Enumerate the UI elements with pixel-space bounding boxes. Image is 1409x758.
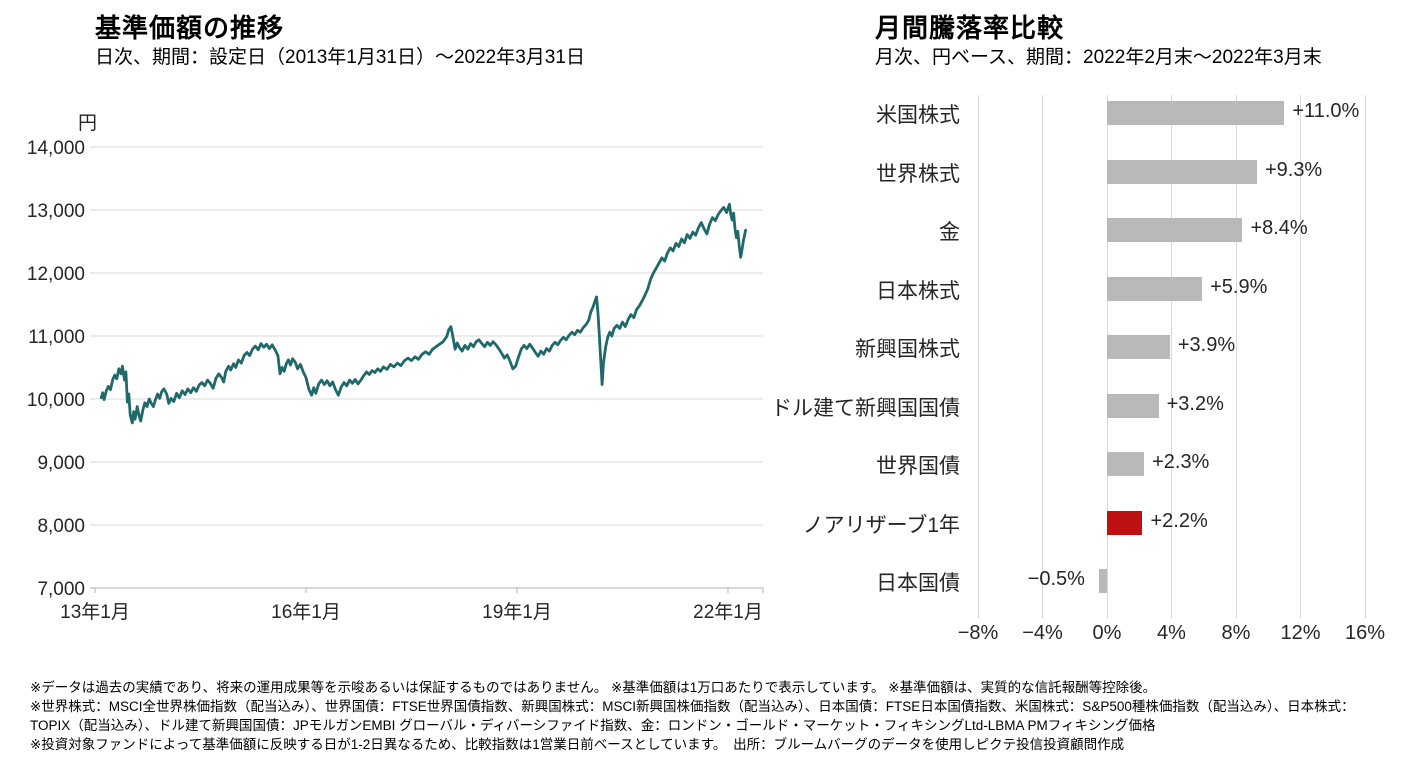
- bar-x-tick-label: 4%: [1157, 622, 1186, 644]
- bar-value-label: +3.9%: [1177, 334, 1236, 356]
- bar-category-label: 世界国債: [876, 455, 960, 478]
- bar-x-tick-label: 12%: [1280, 622, 1321, 644]
- bar-chart-subtitle: 月次、円ベース、期間：2022年2月末～2022年3月末: [875, 47, 1322, 68]
- bar-chart-title: 月間騰落率比較: [875, 13, 1065, 43]
- gridline-x: [1042, 95, 1043, 618]
- bar: [1098, 569, 1107, 593]
- x-tick-label: 22年1月: [693, 601, 763, 623]
- bar-x-tick-label: −4%: [1022, 622, 1063, 644]
- x-tick-label: 19年1月: [482, 601, 552, 623]
- bar: [1107, 335, 1170, 359]
- bar-category-label: 新興国株式: [855, 338, 960, 361]
- bar-value-label: −0.5%: [1027, 568, 1085, 590]
- bar-category-label: 日本株式: [876, 279, 960, 303]
- y-tick-label: 12,000: [27, 264, 85, 285]
- bar-category-label: ノアリザーブ1年: [802, 513, 960, 537]
- bar-category-label: 金: [939, 221, 960, 244]
- footnote-line-4: ※投資対象ファンドによって基準価額に反映する日が1-2日異なるため、比較指数は1…: [30, 737, 1125, 752]
- bar-value-label: +9.3%: [1264, 158, 1323, 181]
- bar-highlight: [1107, 510, 1143, 535]
- y-tick-label: 11,000: [28, 327, 85, 348]
- bar-x-tick-label: 0%: [1092, 622, 1122, 644]
- x-tick-label: 16年1月: [271, 601, 341, 623]
- bar: [1107, 101, 1285, 125]
- bar: [1107, 393, 1159, 418]
- bar: [1107, 276, 1203, 301]
- bar-category-label: 日本国債: [876, 572, 960, 595]
- bar-x-tick-label: −8%: [957, 622, 999, 644]
- y-axis-unit-label: 円: [78, 113, 97, 134]
- footnote-line-2: ※世界株式：MSCI全世界株価指数（配当込み）、世界国債：FTSE世界国債指数、…: [30, 699, 1355, 714]
- bar: [1107, 159, 1257, 184]
- bar: [1107, 452, 1145, 476]
- bar-value-label: +8.4%: [1250, 217, 1308, 239]
- bar-x-tick-label: 16%: [1344, 622, 1386, 644]
- bar: [1107, 218, 1243, 242]
- gridline-x: [1235, 95, 1237, 618]
- bar-value-label: +2.3%: [1152, 451, 1210, 473]
- line-chart-title: 基準価額の推移: [95, 13, 285, 43]
- bar-x-tick-label: 8%: [1221, 622, 1251, 644]
- y-tick-label: 8,000: [37, 516, 85, 537]
- y-tick-label: 7,000: [37, 579, 85, 600]
- bar-category-label: 米国株式: [876, 104, 960, 127]
- line-chart-subtitle: 日次、期間：設定日（2013年1月31日）～2022年3月31日: [95, 47, 585, 68]
- gridline-x: [1364, 95, 1366, 618]
- y-tick-label: 14,000: [27, 138, 85, 159]
- y-tick-label: 9,000: [37, 453, 85, 474]
- bar-value-label: +11.0%: [1292, 100, 1360, 122]
- bar-category-label: ドル建て新興国国債: [771, 396, 960, 420]
- y-tick-label: 10,000: [27, 390, 85, 411]
- y-tick-label: 13,000: [27, 201, 85, 222]
- gridline-x: [1300, 95, 1301, 618]
- gridline-x: [1171, 95, 1172, 618]
- nav-line-series: [99, 202, 747, 425]
- footnote-line-3: TOPIX（配当込み）、ドル建て新興国国債：JPモルガンEMBI グローバル・デ…: [30, 718, 1156, 733]
- bar-value-label: +2.2%: [1150, 509, 1208, 532]
- line-chart-plot: 14,000 13,000 12,000 11,000 10,000 9,000 8,000…: [27, 113, 764, 623]
- gridline-x: [977, 95, 979, 618]
- bar-value-label: +5.9%: [1210, 275, 1268, 298]
- footnote-line-1: ※データは過去の実績であり、将来の運用成果等を示唆あるいは保証するものではありま…: [30, 680, 1157, 695]
- x-tick-label: 13年1月: [60, 601, 130, 623]
- bar-value-label: +3.2%: [1166, 392, 1224, 415]
- bar-category-label: 世界株式: [876, 162, 960, 186]
